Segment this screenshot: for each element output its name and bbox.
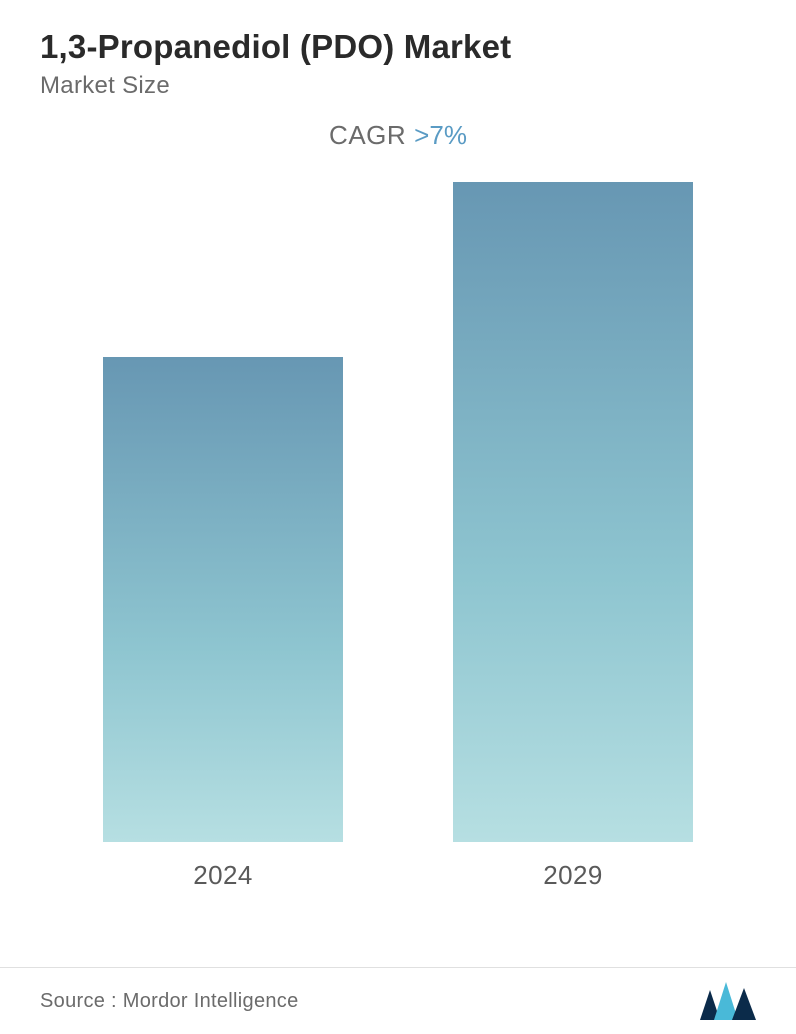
chart-title: 1,3-Propanediol (PDO) Market [40,28,756,66]
bar [103,357,343,842]
bar-label: 2024 [193,860,252,891]
brand-logo-icon [700,982,756,1020]
bar-group: 2024 [103,357,343,891]
bar-chart: 2024 2029 [40,211,756,891]
footer: Source : Mordor Intelligence [0,967,796,1034]
cagr-value: >7% [414,120,467,150]
source-text: Source : Mordor Intelligence [40,990,299,1013]
cagr-line: CAGR >7% [40,120,756,151]
bar-label: 2029 [543,860,602,891]
chart-subtitle: Market Size [40,72,756,100]
cagr-label: CAGR [329,120,406,150]
bar [453,182,693,842]
bar-group: 2029 [453,182,693,891]
